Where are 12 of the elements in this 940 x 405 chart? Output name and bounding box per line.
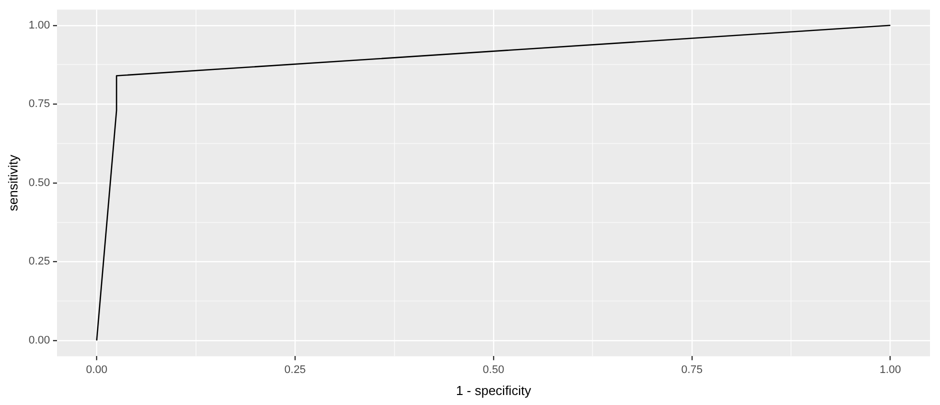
y-tick-label: 1.00 [28,19,50,32]
x-tick-label: 0.50 [482,364,504,376]
x-tick-label: 1.00 [880,364,902,376]
y-tick-label: 0.00 [28,334,50,346]
x-tick-label: 0.00 [86,364,108,376]
y-tick-label: 0.25 [28,256,50,268]
y-tick-label: 0.50 [28,176,50,189]
x-axis-title: 1 - specificity [456,382,532,398]
y-axis-title: sensitivity [5,154,20,212]
x-tick-label: 0.25 [284,364,306,376]
y-tick-label: 0.75 [28,98,50,110]
x-tick-label: 0.75 [681,364,703,376]
